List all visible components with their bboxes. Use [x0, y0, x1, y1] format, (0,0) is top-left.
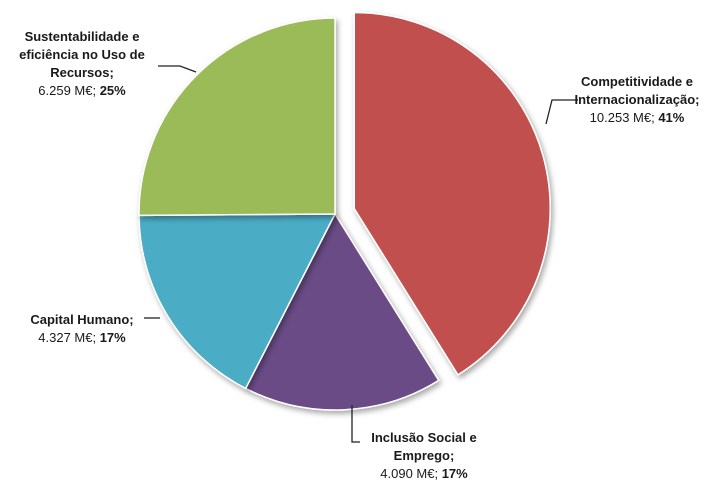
slice-label-name: Recursos; [50, 65, 114, 80]
slice-label-value: 10.253 M€; [590, 110, 659, 125]
pie-slices [138, 11, 551, 411]
slice-label-percent: 17% [100, 330, 126, 345]
slice-label-percent: 17% [442, 466, 468, 480]
slice-labels: Competitividade e Internacionalização; 10.… [19, 29, 699, 480]
slice-label: Sustentabilidade e eficiência no Uso de Re… [19, 29, 145, 98]
slice-label: Capital Humano; 4.327 M€; 17% [30, 312, 133, 345]
leader-line [351, 405, 360, 443]
slice-label-percent: 25% [100, 83, 126, 98]
leader-line [545, 99, 578, 125]
slice-label-name: Internacionalização; [575, 92, 700, 107]
slice-label-name: Inclusão Social e [371, 430, 477, 445]
slice-label: Competitividade e Internacionalização; 10.… [575, 74, 700, 125]
slice-label-percent: 41% [658, 110, 684, 125]
slice-label-name: Capital Humano; [30, 312, 133, 327]
pie-slice [138, 213, 337, 390]
slice-label-name: Competitividade e [581, 74, 693, 89]
slice-label-name: Sustentabilidade e [25, 29, 140, 44]
slice-label-name: eficiência no Uso de [19, 47, 145, 62]
slice-label-name: Emprego; [394, 448, 455, 463]
slice-label-value: 4.327 M€; [38, 330, 99, 345]
slice-label-value: 4.090 M€; [380, 466, 441, 480]
leader-line [158, 65, 197, 73]
slice-label-value: 6.259 M€; [38, 83, 99, 98]
leader-lines [144, 65, 578, 443]
pie-slice [244, 212, 440, 411]
slice-label: Inclusão Social e Emprego; 4.090 M€; 17% [371, 430, 477, 480]
pie-slice [353, 11, 551, 376]
pie-slice [138, 17, 336, 217]
